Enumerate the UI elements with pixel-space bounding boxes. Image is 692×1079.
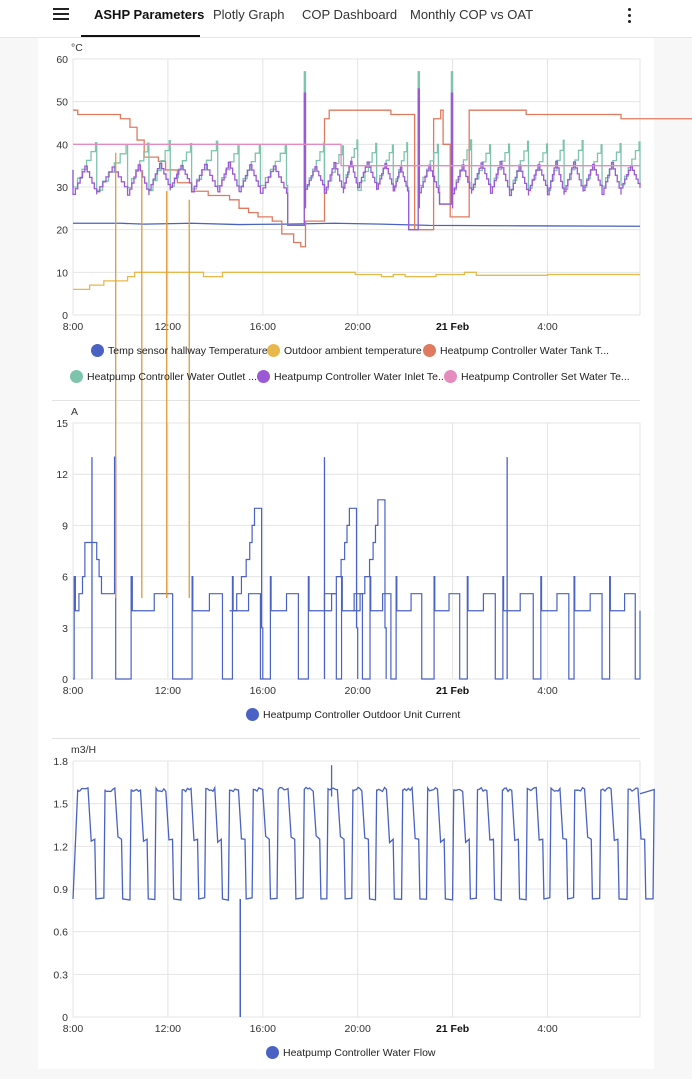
series-line-4 — [72, 88, 641, 231]
y-tick-label: 60 — [56, 54, 68, 66]
chart-divider — [52, 738, 640, 739]
y-tick-label: 50 — [56, 97, 68, 109]
x-tick-label: 8:00 — [63, 1023, 84, 1035]
x-tick-label: 20:00 — [345, 1023, 371, 1035]
tab-cop-dashboard[interactable]: COP Dashboard — [302, 7, 398, 22]
y-tick-label: 0.3 — [53, 969, 68, 981]
y-tick-label: 3 — [62, 623, 68, 635]
active-tab-indicator — [81, 35, 200, 37]
legend-item-water-flow[interactable]: Heatpump Controller Water Flow — [266, 1046, 436, 1059]
app-toolbar: ASHP Parameters Plotly Graph COP Dashboa… — [0, 0, 692, 38]
legend-dot — [91, 344, 104, 357]
y-tick-label: 15 — [56, 418, 68, 430]
legend-dot — [267, 344, 280, 357]
x-tick-label: 16:00 — [250, 685, 276, 697]
legend-label: Heatpump Controller Water Outlet ... — [87, 370, 258, 383]
legend-label: Outdoor ambient temperature — [284, 344, 422, 357]
x-tick-label: 16:00 — [250, 321, 276, 333]
x-tick-label: 21 Feb — [436, 321, 469, 333]
y-tick-label: 12 — [56, 469, 68, 481]
series-line-1 — [73, 271, 640, 291]
series-line-0 — [73, 222, 641, 227]
x-tick-label: 8:00 — [63, 685, 84, 697]
y-axis-unit-label: °C — [71, 42, 83, 54]
legend-label: Heatpump Controller Set Water Te... — [461, 370, 630, 383]
current-boost-0 — [229, 507, 264, 679]
x-tick-label: 8:00 — [63, 321, 84, 333]
legend-dot — [266, 1046, 279, 1059]
legend-item-hallway-temp[interactable]: Temp sensor hallway Temperature — [91, 344, 268, 357]
legend-item-water-inlet-temp[interactable]: Heatpump Controller Water Inlet Te... — [257, 370, 447, 383]
y-tick-label: 1.5 — [53, 799, 68, 811]
legend-dot — [257, 370, 270, 383]
series-line-current — [73, 456, 641, 680]
x-tick-label: 21 Feb — [436, 1023, 469, 1035]
y-tick-label: 0 — [62, 310, 68, 322]
chart-divider — [52, 400, 640, 401]
y-tick-label: 40 — [56, 139, 68, 151]
series-line-5 — [73, 143, 640, 167]
legend-item-set-water-temp[interactable]: Heatpump Controller Set Water Te... — [444, 370, 630, 383]
series-line-3 — [72, 71, 641, 231]
x-tick-label: 4:00 — [537, 1023, 558, 1035]
legend-label: Temp sensor hallway Temperature — [108, 344, 268, 357]
legend-item-outdoor-temp[interactable]: Outdoor ambient temperature — [267, 344, 422, 357]
x-tick-label: 21 Feb — [436, 685, 469, 697]
tab-ashp-parameters[interactable]: ASHP Parameters — [94, 7, 205, 22]
legend-dot — [423, 344, 436, 357]
y-tick-label: 30 — [56, 182, 68, 194]
y-axis-unit-label: A — [71, 406, 78, 418]
tab-monthly-cop-vs-oat[interactable]: Monthly COP vs OAT — [410, 7, 534, 22]
current-boost-1 — [324, 507, 359, 679]
y-tick-label: 1.2 — [53, 841, 68, 853]
y-tick-label: 6 — [62, 572, 68, 584]
y-tick-label: 0.9 — [53, 884, 68, 896]
x-tick-label: 4:00 — [537, 321, 558, 333]
legend-label: Heatpump Controller Water Flow — [283, 1046, 436, 1059]
tab-plotly-graph[interactable]: Plotly Graph — [213, 7, 285, 22]
legend-dot — [246, 708, 259, 721]
legend-dot — [70, 370, 83, 383]
x-tick-label: 12:00 — [155, 321, 181, 333]
y-tick-label: 20 — [56, 225, 68, 237]
legend-item-outdoor-unit-current[interactable]: Heatpump Controller Outdoor Unit Current — [246, 708, 460, 721]
y-tick-label: 10 — [56, 267, 68, 279]
legend-label: Heatpump Controller Water Inlet Te... — [274, 370, 447, 383]
x-tick-label: 4:00 — [537, 685, 558, 697]
series-line-flow — [72, 785, 655, 902]
y-tick-label: 0.6 — [53, 927, 68, 939]
y-tick-label: 1.8 — [53, 756, 68, 768]
y-tick-label: 0 — [62, 674, 68, 686]
y-axis-unit-label: m3/H — [71, 744, 96, 756]
legend-item-water-tank-temp[interactable]: Heatpump Controller Water Tank T... — [423, 344, 609, 357]
current-boost-2 — [352, 499, 387, 679]
dashboard-card — [38, 38, 654, 1069]
legend-label: Heatpump Controller Water Tank T... — [440, 344, 610, 357]
x-tick-label: 12:00 — [155, 1023, 181, 1035]
x-tick-label: 16:00 — [250, 1023, 276, 1035]
legend-dot — [444, 370, 457, 383]
more-vertical-icon[interactable] — [622, 5, 638, 25]
series-line-2 — [73, 109, 692, 248]
y-tick-label: 9 — [62, 520, 68, 532]
hamburger-menu-icon[interactable] — [50, 3, 74, 27]
x-tick-label: 12:00 — [155, 685, 181, 697]
x-tick-label: 20:00 — [345, 321, 371, 333]
legend-label: Heatpump Controller Outdoor Unit Current — [263, 708, 461, 721]
legend-item-water-outlet-temp[interactable]: Heatpump Controller Water Outlet ... — [70, 370, 257, 383]
x-tick-label: 20:00 — [345, 685, 371, 697]
y-tick-label: 0 — [62, 1012, 68, 1024]
